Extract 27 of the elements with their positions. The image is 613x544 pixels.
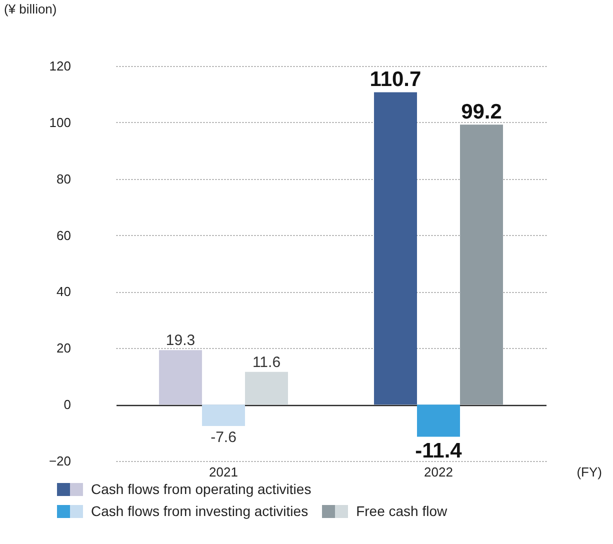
x-tick-label: 2022 — [424, 464, 453, 480]
bar — [374, 92, 417, 405]
x-axis-title: (FY) — [576, 464, 602, 480]
data-label: -11.4 — [415, 440, 462, 463]
data-label: 110.7 — [370, 68, 422, 92]
y-axis-title: (¥ billion) — [4, 2, 57, 16]
y-tick-label: 0 — [64, 397, 71, 412]
y-tick-label: 60 — [56, 228, 71, 243]
data-label: -7.6 — [210, 429, 236, 446]
y-tick-label: 120 — [49, 58, 71, 74]
x-tick-label: 2021 — [209, 464, 238, 480]
data-label: 19.3 — [166, 332, 196, 350]
legend-label: Cash flows from investing activities — [91, 503, 308, 519]
bar — [159, 350, 202, 405]
bar — [245, 372, 288, 405]
bar — [202, 404, 245, 426]
legend-label: Free cash flow — [356, 503, 448, 519]
y-tick-label: 40 — [56, 284, 71, 300]
bar — [417, 404, 460, 437]
bar — [460, 124, 503, 405]
data-label: 11.6 — [252, 354, 281, 371]
y-tick-label: 100 — [49, 114, 71, 130]
y-tick-label: 20 — [56, 340, 71, 356]
y-tick-label: −20 — [48, 454, 71, 468]
data-label: 99.2 — [461, 100, 502, 124]
y-tick-label: 80 — [56, 171, 71, 186]
legend-label: Cash flows from operating activities — [91, 481, 312, 497]
